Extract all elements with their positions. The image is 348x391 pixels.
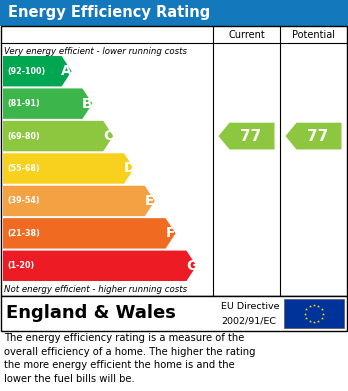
Text: D: D [123, 161, 135, 176]
Text: (81-91): (81-91) [7, 99, 40, 108]
Polygon shape [219, 123, 275, 149]
Polygon shape [3, 88, 93, 119]
Text: Not energy efficient - higher running costs: Not energy efficient - higher running co… [4, 285, 187, 294]
Text: Current: Current [228, 29, 265, 39]
Bar [1, 296, 347, 331]
Text: Potential: Potential [292, 29, 335, 39]
Text: 77: 77 [240, 129, 261, 143]
Text: (1-20): (1-20) [7, 261, 34, 270]
Text: The energy efficiency rating is a measure of the
overall efficiency of a home. T: The energy efficiency rating is a measur… [4, 333, 255, 384]
Text: 2002/91/EC: 2002/91/EC [221, 316, 276, 325]
Bar [284, 299, 344, 328]
Text: F: F [166, 226, 175, 240]
Text: (55-68): (55-68) [7, 164, 40, 173]
Polygon shape [3, 121, 113, 151]
Polygon shape [3, 153, 134, 184]
Polygon shape [3, 251, 196, 281]
Text: (92-100): (92-100) [7, 67, 45, 76]
Text: G: G [186, 259, 197, 273]
Text: England & Wales: England & Wales [6, 305, 176, 323]
Text: C: C [103, 129, 113, 143]
Bar [0, 0, 348, 26]
Text: Energy Efficiency Rating: Energy Efficiency Rating [8, 5, 210, 20]
Bar [1, 26, 347, 296]
Text: (39-54): (39-54) [7, 196, 40, 205]
Polygon shape [3, 186, 155, 216]
Text: (69-80): (69-80) [7, 131, 40, 141]
Text: 77: 77 [307, 129, 328, 143]
Text: E: E [145, 194, 155, 208]
Text: (21-38): (21-38) [7, 229, 40, 238]
Text: A: A [61, 64, 72, 78]
Polygon shape [3, 218, 176, 249]
Text: EU Directive: EU Directive [221, 302, 279, 311]
Text: Very energy efficient - lower running costs: Very energy efficient - lower running co… [4, 47, 187, 57]
Polygon shape [3, 56, 72, 86]
Polygon shape [285, 123, 341, 149]
Text: B: B [82, 97, 93, 111]
